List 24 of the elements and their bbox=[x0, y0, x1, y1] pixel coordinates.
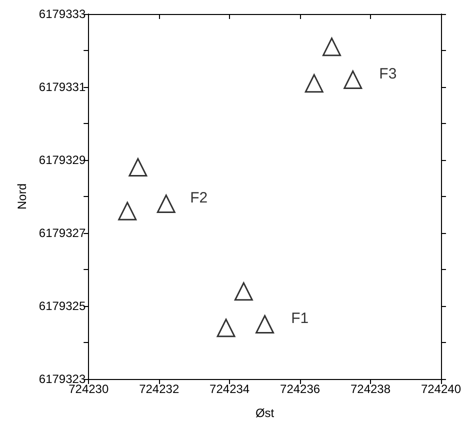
x-tick-label: 724234 bbox=[210, 382, 250, 396]
point bbox=[322, 38, 341, 56]
point bbox=[156, 194, 176, 214]
annotation: F3 bbox=[379, 65, 397, 82]
annotation: F1 bbox=[291, 310, 309, 328]
point bbox=[216, 318, 236, 338]
point bbox=[118, 202, 137, 220]
x-axis-title: Øst bbox=[255, 406, 275, 420]
y-axis-title: Nord bbox=[15, 183, 29, 210]
y-tick-label: 6179327 bbox=[38, 226, 86, 240]
point bbox=[304, 74, 324, 93]
annotation: F2 bbox=[190, 190, 208, 207]
point bbox=[256, 315, 274, 334]
x-tick-label: 724232 bbox=[139, 382, 180, 396]
x-tick-label: 724238 bbox=[350, 382, 391, 396]
y-tick-label: 6179329 bbox=[38, 153, 86, 167]
point bbox=[128, 158, 148, 177]
x-tick-label: 724240 bbox=[420, 382, 462, 396]
y-tick-label: 6179331 bbox=[38, 80, 86, 94]
x-tick-label: 724236 bbox=[280, 382, 320, 396]
point bbox=[234, 282, 253, 301]
y-tick-label: 6179325 bbox=[38, 299, 86, 313]
y-tick-label: 6179333 bbox=[38, 7, 86, 21]
point bbox=[344, 70, 362, 89]
